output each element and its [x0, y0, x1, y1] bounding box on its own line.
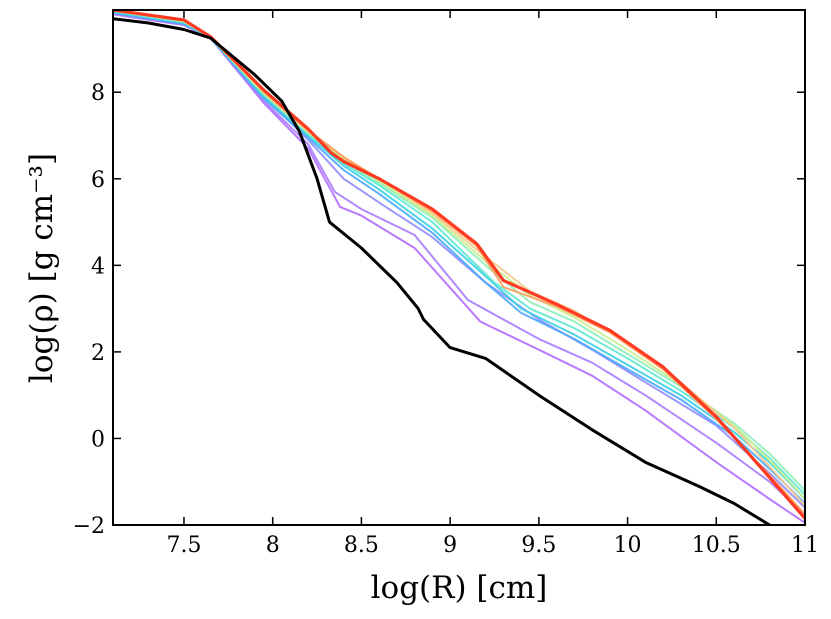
x-tick-label: 11	[791, 533, 819, 558]
series-line-azure	[113, 11, 805, 505]
tick-layer: 7.5 8 8.5 9 9.5 10 10.5 11 8 6 4 2 0 −2	[73, 10, 819, 558]
x-tick-label: 10	[614, 533, 642, 558]
x-tick-label: 10.5	[692, 533, 741, 558]
series-line-cyan	[113, 11, 805, 500]
y-axis-label: log(ρ) [g cm⁻³]	[24, 153, 60, 383]
series-layer	[113, 10, 805, 525]
series-line-black	[113, 17, 773, 525]
series-line-mint	[113, 10, 805, 492]
series-line-orange	[113, 10, 805, 515]
x-tick-label: 7.5	[166, 533, 201, 558]
x-axis-label: log(R) [cm]	[371, 570, 548, 606]
y-tick-label: 8	[91, 81, 105, 106]
y-tick-label: 4	[91, 254, 105, 279]
x-tick-label: 9	[443, 533, 457, 558]
series-line-violet-1	[113, 13, 805, 524]
x-tick-label: 9.5	[521, 533, 556, 558]
series-line-red	[113, 10, 805, 520]
series-line-violet-2	[113, 12, 805, 515]
y-tick-label: 0	[91, 427, 105, 452]
plot-frame	[112, 9, 806, 526]
x-tick-label: 8	[266, 533, 280, 558]
y-tick-label: −2	[73, 514, 105, 539]
series-line-yellow-green	[113, 10, 805, 500]
x-tick-label: 8.5	[344, 533, 379, 558]
y-tick-label: 6	[91, 168, 105, 193]
y-tick-label: 2	[91, 341, 105, 366]
